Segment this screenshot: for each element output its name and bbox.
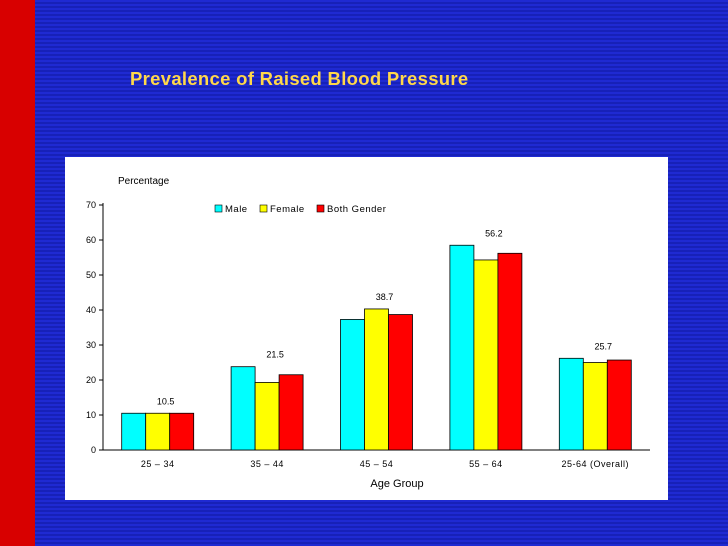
y-tick-label: 70 <box>86 200 96 210</box>
y-tick-label: 40 <box>86 305 96 315</box>
y-tick-label: 60 <box>86 235 96 245</box>
x-axis-label: Age Group <box>370 478 423 490</box>
x-tick-label: 25-64 (Overall) <box>562 459 630 469</box>
bar-female <box>582 362 608 451</box>
x-tick-label: 55 – 64 <box>469 459 503 469</box>
data-label: 38.7 <box>376 292 394 302</box>
x-tick-label: 35 – 44 <box>250 459 284 469</box>
bar-both-gender <box>497 252 523 451</box>
legend-swatch <box>316 204 325 213</box>
bar-female <box>254 382 280 451</box>
bar-male <box>558 357 584 451</box>
slide-title: Prevalence of Raised Blood Pressure <box>130 68 469 89</box>
bar-both-gender <box>388 314 413 451</box>
bar-female <box>473 259 499 451</box>
bar-both-gender <box>606 359 632 451</box>
y-tick-label: 50 <box>86 270 96 280</box>
bar-male <box>230 366 256 451</box>
bar-male <box>449 244 475 451</box>
y-axis-label: Percentage <box>118 176 170 187</box>
bar-both-gender <box>278 374 304 451</box>
data-label: 56.2 <box>485 228 503 238</box>
y-tick-label: 10 <box>86 410 96 420</box>
bar-both-gender <box>169 412 195 451</box>
bar-chart: Percentage Age Group 0 10 20 30 40 50 60 70 25 –… <box>86 176 650 490</box>
legend-label: Both Gender <box>327 204 386 215</box>
y-tick-label: 0 <box>91 445 96 455</box>
chart-panel: Percentage Age Group 0 10 20 30 40 50 60 70 25 –… <box>65 157 668 500</box>
data-label: 21.5 <box>266 350 284 360</box>
legend-swatch <box>259 204 268 213</box>
bar-female <box>364 308 389 451</box>
legend-swatch <box>214 204 223 213</box>
legend-label: Female <box>270 204 305 215</box>
x-tick-label: 45 – 54 <box>360 459 394 469</box>
data-label: 25.7 <box>595 341 613 351</box>
y-tick-label: 30 <box>86 340 96 350</box>
bar-male <box>121 412 147 451</box>
bar-female <box>145 412 171 451</box>
x-tick-label: 25 – 34 <box>141 459 175 469</box>
left-red-stripe <box>0 0 35 546</box>
legend-label: Male <box>225 204 248 215</box>
bar-male <box>340 319 365 451</box>
y-tick-label: 20 <box>86 375 96 385</box>
data-label: 10.5 <box>157 396 175 406</box>
